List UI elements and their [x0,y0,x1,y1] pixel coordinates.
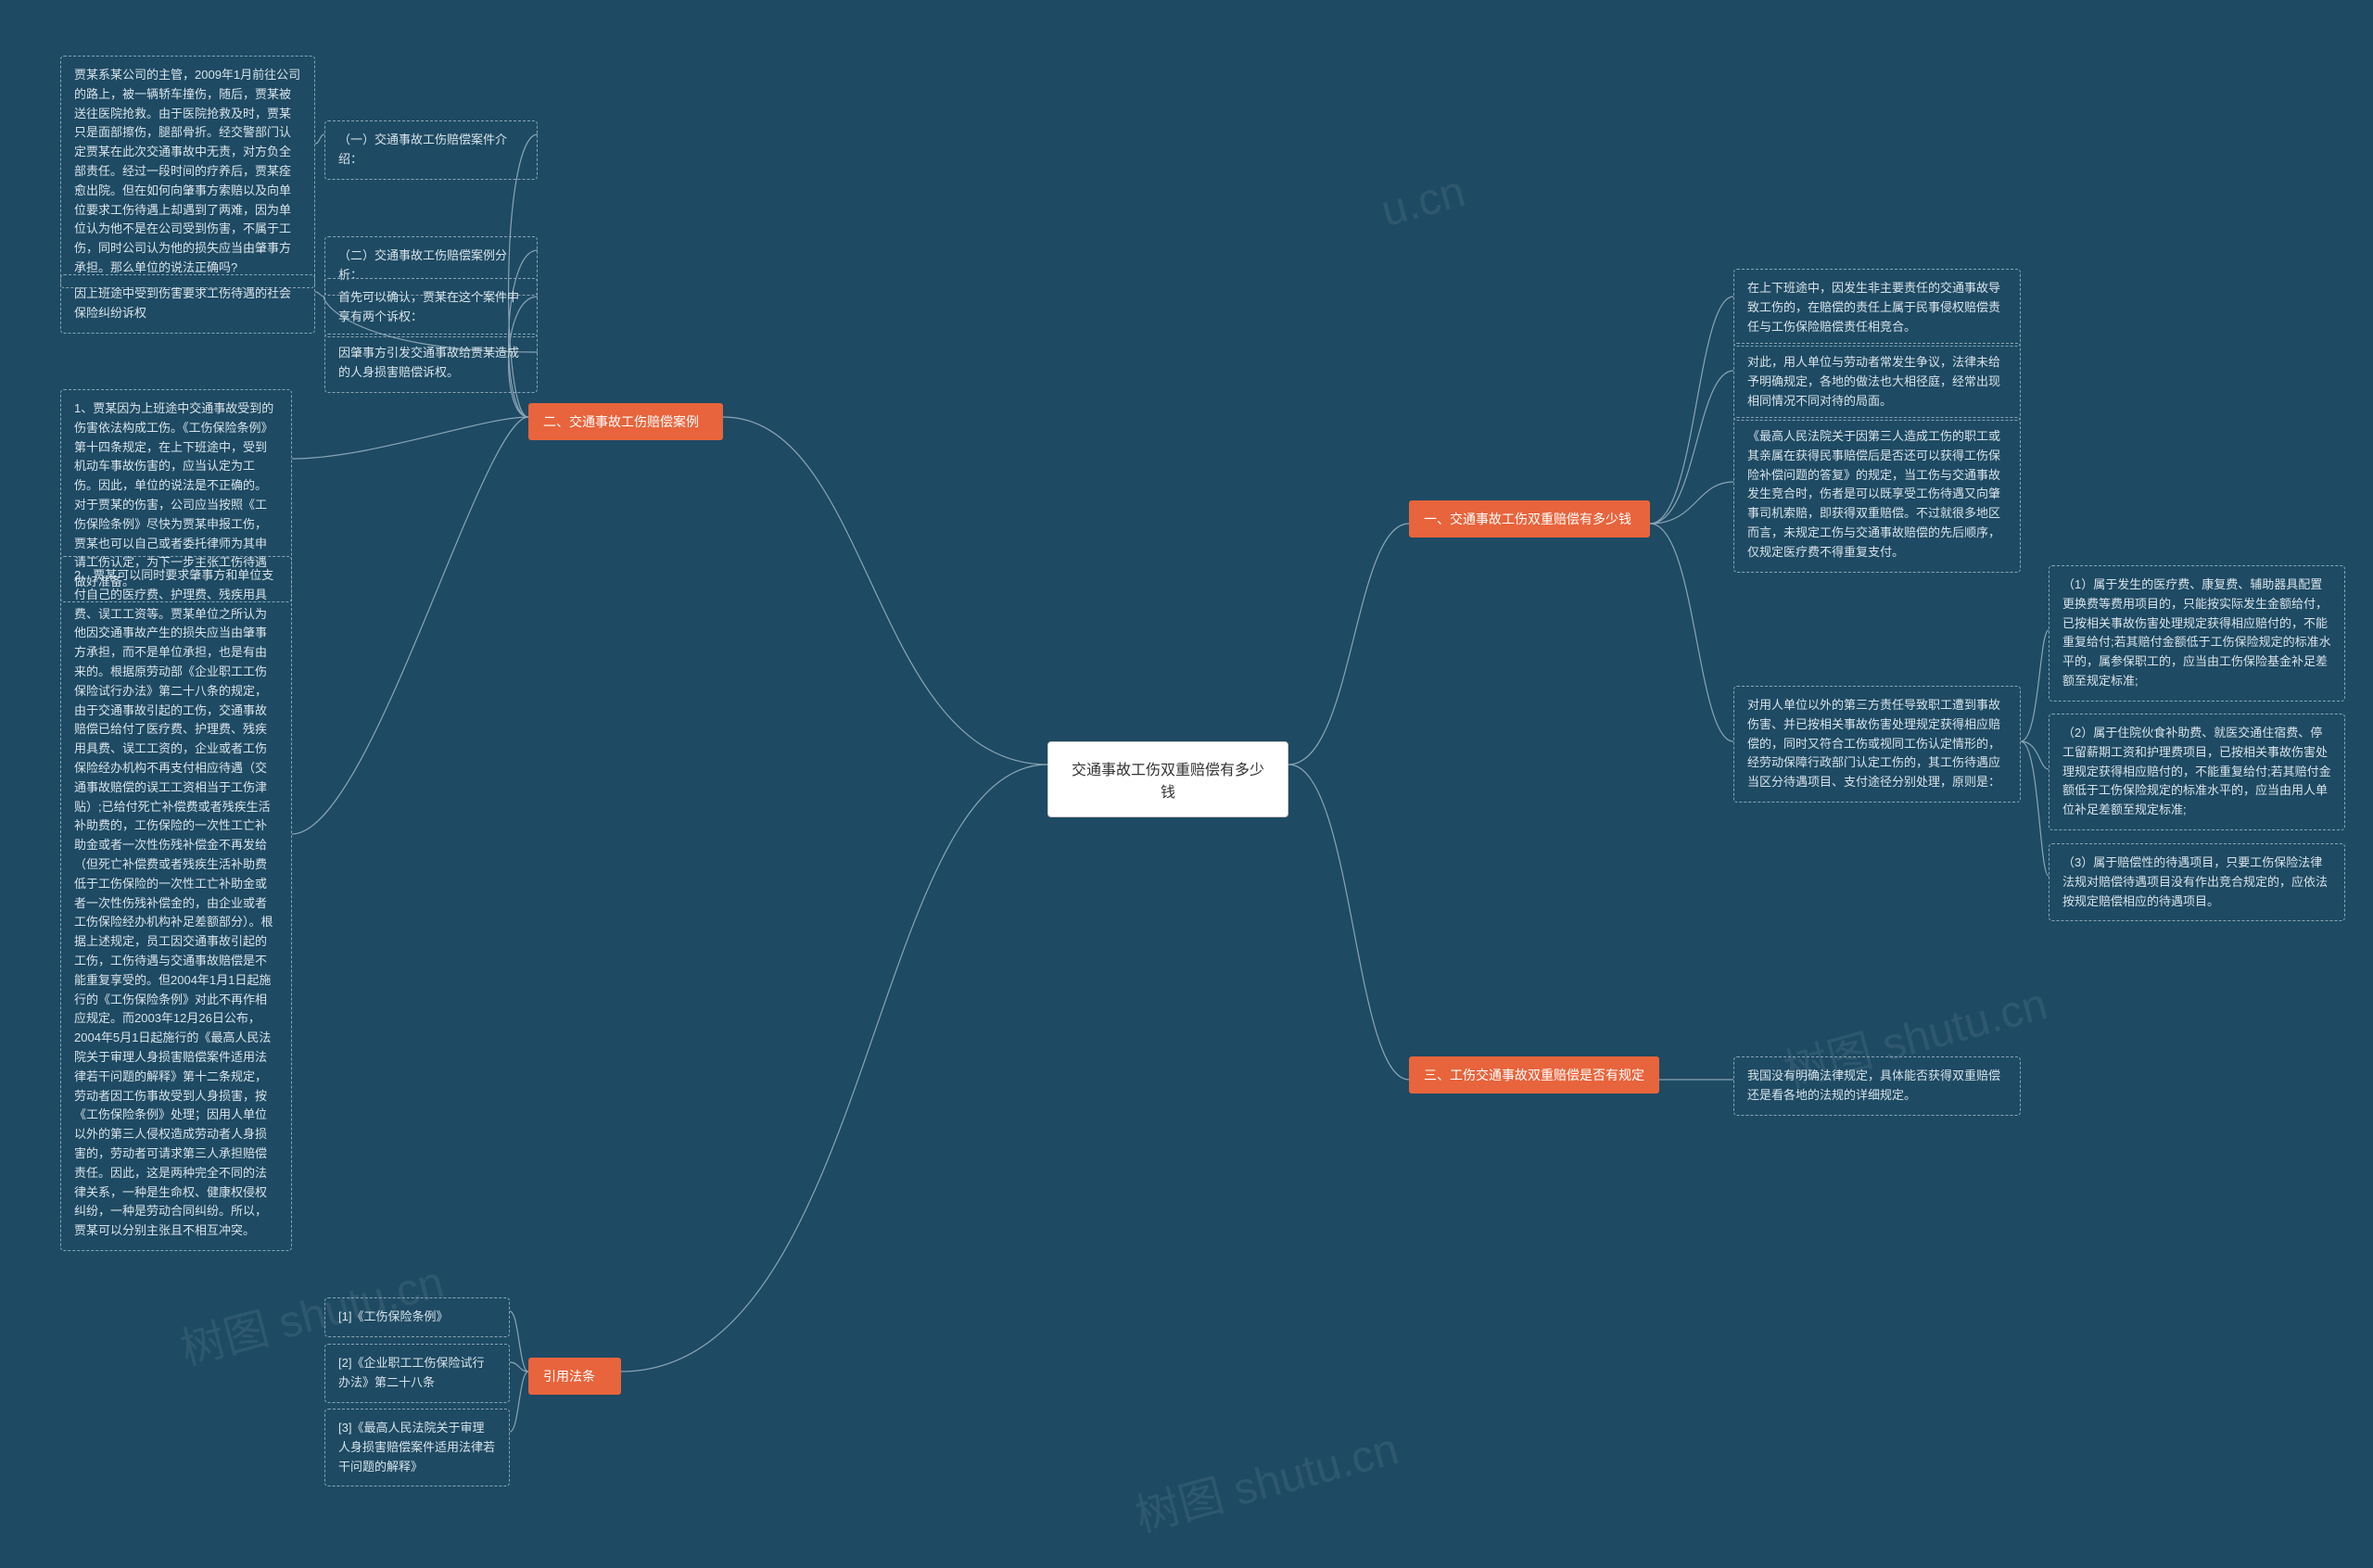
leaf-node: 2、贾某可以同时要求肇事方和单位支付自己的医疗费、护理费、残疾用具费、误工工资等… [60,556,292,1251]
leaf-node: （一）交通事故工伤赔偿案件介绍： [324,120,538,180]
leaf-node: [1]《工伤保险条例》 [324,1297,510,1337]
section-1: 一、交通事故工伤双重赔偿有多少钱 [1409,500,1650,537]
leaf-node: （1）属于发生的医疗费、康复费、辅助器具配置更换费等费用项目的，只能按实际发生金… [2049,565,2345,702]
leaf-node: [3]《最高人民法院关于审理人身损害赔偿案件适用法律若干问题的解释》 [324,1409,510,1486]
leaf-node: 因肇事方引发交通事故给贾某造成的人身损害赔偿诉权。 [324,334,538,393]
watermark: 树图 shutu.cn [1127,1412,1404,1545]
leaf-node: 对此，用人单位与劳动者常发生争议，法律未给予明确规定，各地的做法也大相径庭，经常… [1733,343,2021,421]
leaf-node: （3）属于赔偿性的待遇项目，只要工伤保险法律法规对赔偿待遇项目没有作出竞合规定的… [2049,843,2345,921]
leaf-node: 《最高人民法院关于因第三人造成工伤的职工或其亲属在获得民事赔偿后是否还可以获得工… [1733,417,2021,573]
section-2: 二、交通事故工伤赔偿案例 [528,403,723,440]
leaf-node: （2）属于住院伙食补助费、就医交通住宿费、停工留薪期工资和护理费项目，已按相关事… [2049,714,2345,830]
leaf-node: [2]《企业职工工伤保险试行办法》第二十八条 [324,1344,510,1403]
center-node: 交通事故工伤双重赔偿有多少钱 [1047,741,1288,817]
leaf-node: 我国没有明确法律规定，具体能否获得双重赔偿还是看各地的法规的详细规定。 [1733,1056,2021,1116]
watermark: u.cn [1376,166,1470,237]
leaf-node: 贾某系某公司的主管，2009年1月前往公司的路上，被一辆轿车撞伤，随后，贾某被送… [60,56,315,288]
leaf-node: 首先可以确认，贾某在这个案件中享有两个诉权： [324,278,538,337]
section-ref: 引用法条 [528,1358,621,1395]
leaf-node: 对用人单位以外的第三方责任导致职工遭到事故伤害、并已按相关事故伤害处理规定获得相… [1733,686,2021,803]
section-3: 三、工伤交通事故双重赔偿是否有规定 [1409,1056,1659,1094]
leaf-node: 因上班途中受到伤害要求工伤待遇的社会保险纠纷诉权 [60,274,315,334]
leaf-node: 在上下班途中，因发生非主要责任的交通事故导致工伤的，在赔偿的责任上属于民事侵权赔… [1733,269,2021,347]
